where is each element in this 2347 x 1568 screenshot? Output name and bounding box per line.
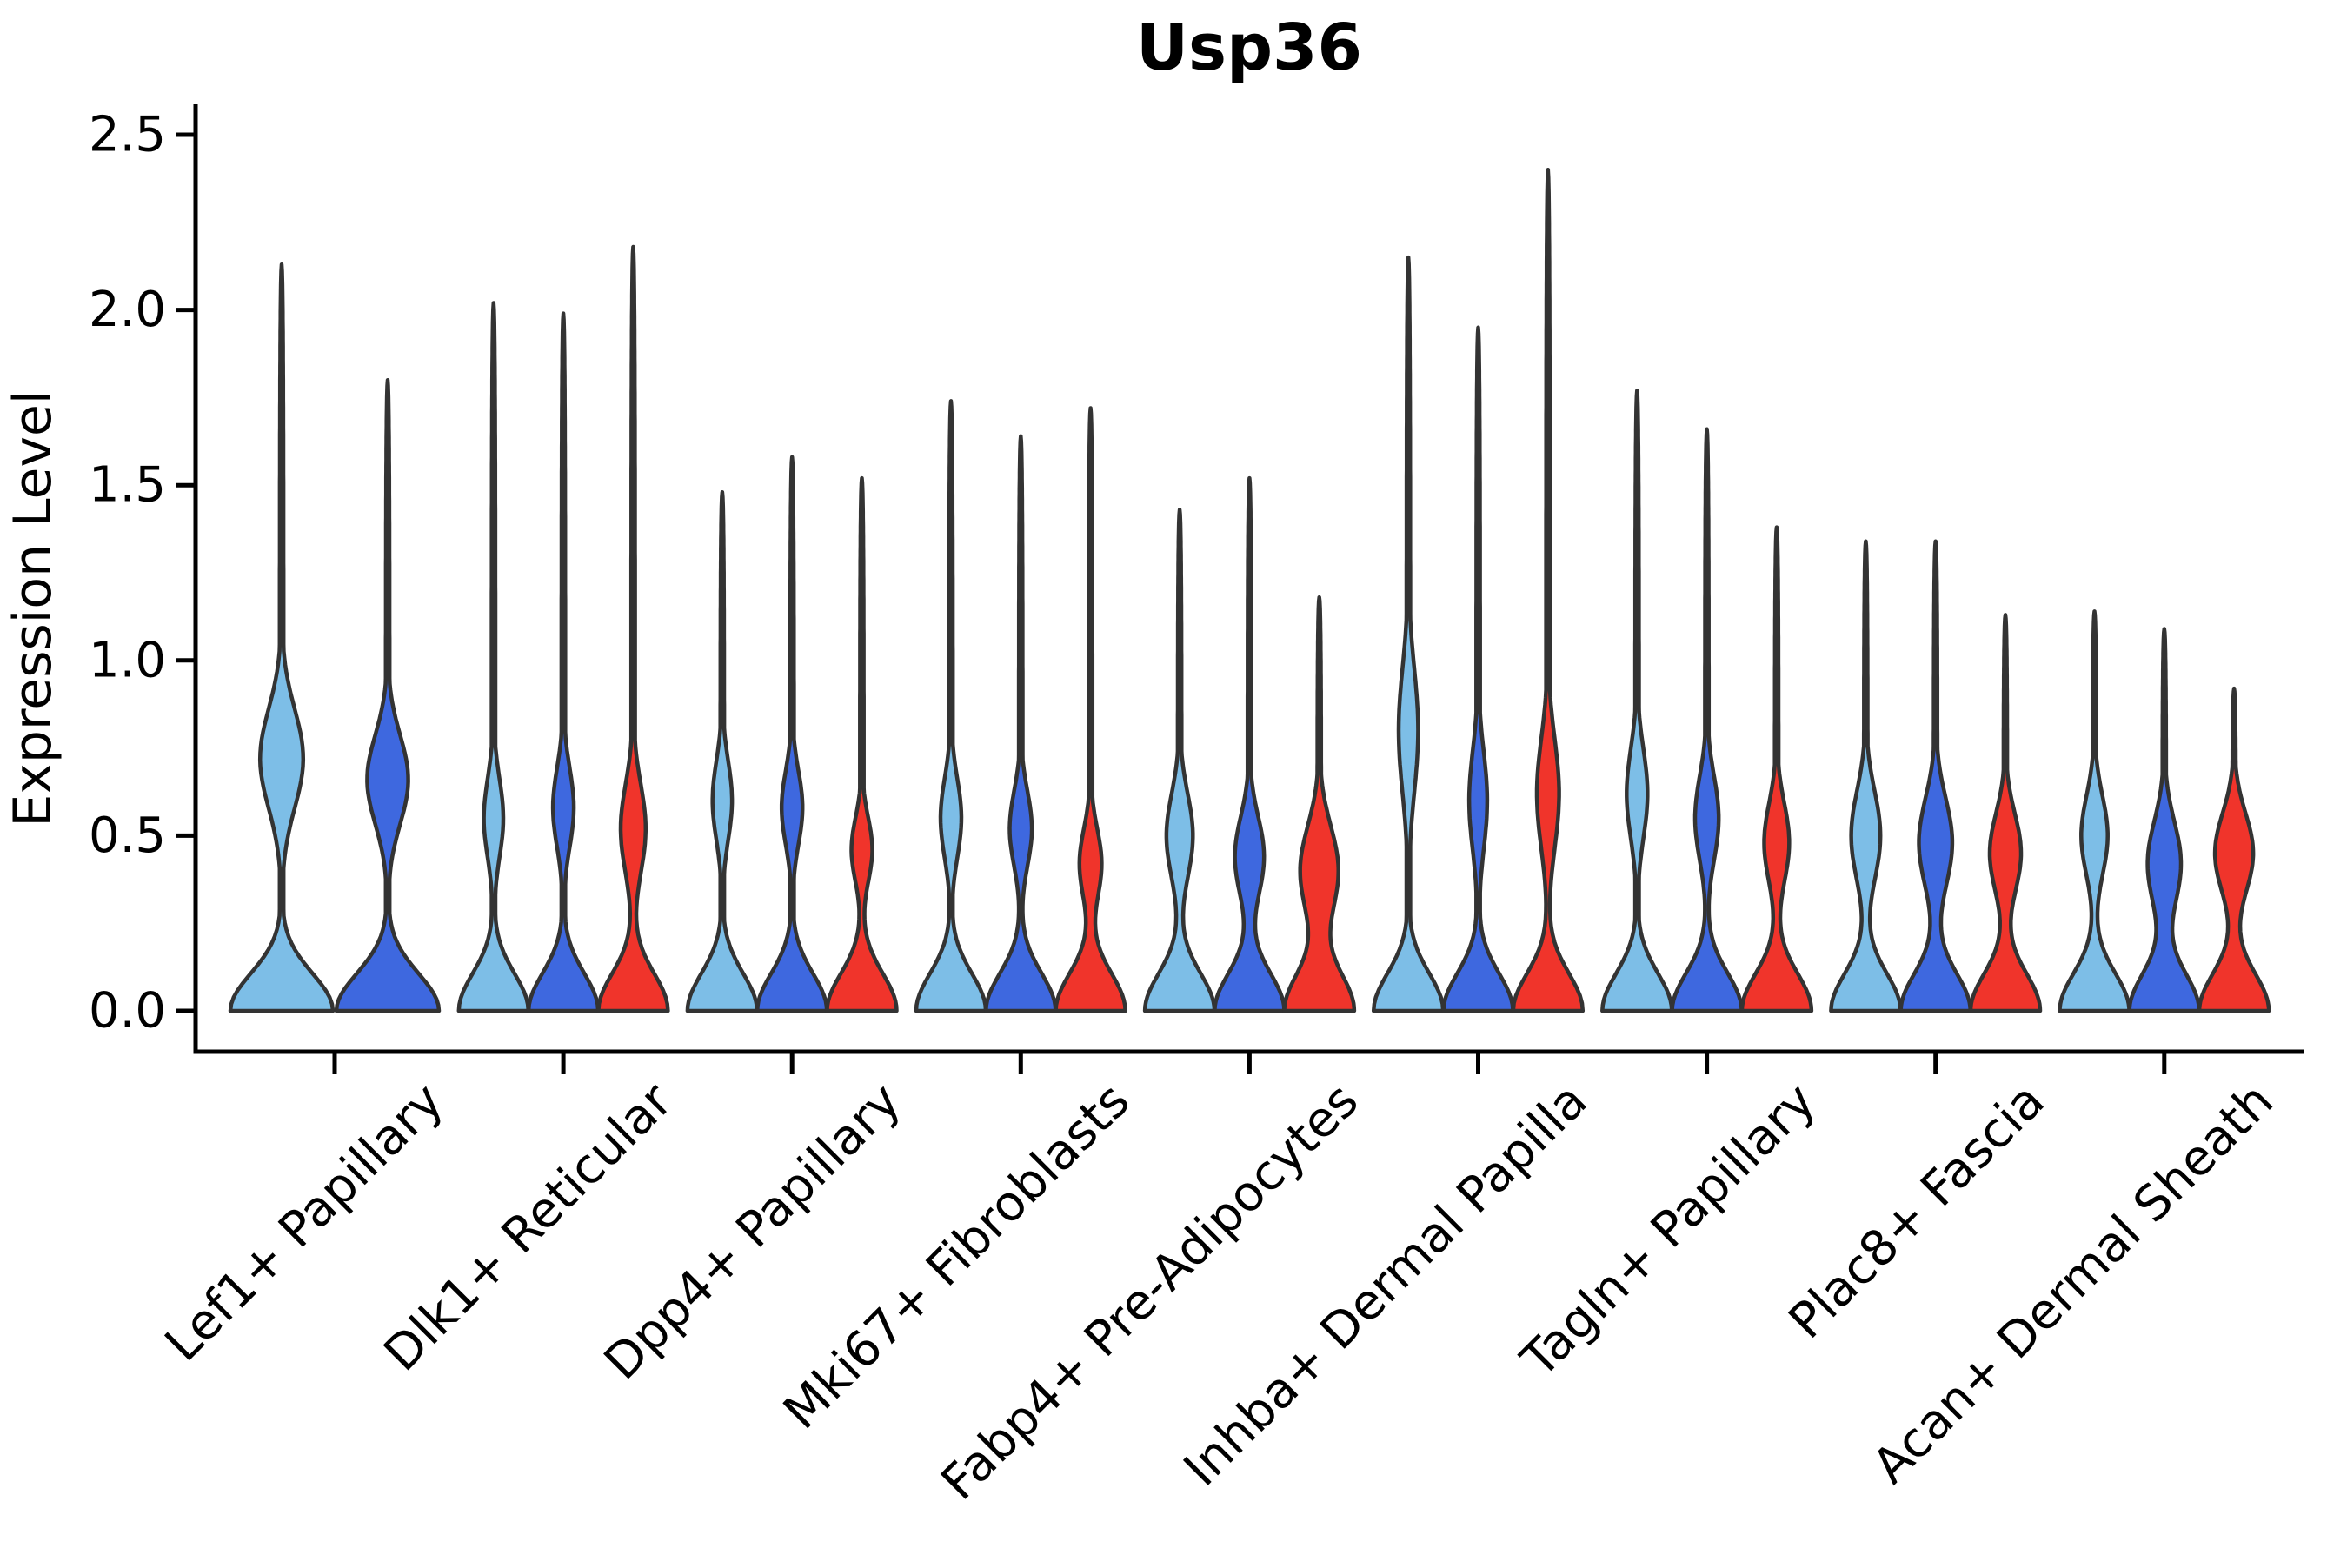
violin-dpp4-papillary-light-blue (685, 490, 760, 1013)
y-tick-label: 1.0 (89, 632, 166, 688)
violin-dpp4-papillary-red (825, 475, 899, 1013)
violin-inhba-dermal-papilla-light-blue (1371, 255, 1446, 1013)
violin-fabp4-pre-adipocytes-red (1282, 595, 1357, 1013)
violin-mki67-fibroblasts-light-blue (914, 399, 988, 1013)
y-axis-label: Expression Level (3, 389, 63, 827)
violin-tagln-papillary-light-blue (1600, 389, 1674, 1013)
violin-dlk1-reticular-light-blue (456, 301, 531, 1013)
violin-plac8-fascia-light-blue (1829, 539, 1903, 1013)
y-tick-label: 2.5 (89, 107, 166, 163)
violin-acan-dermal-sheath-dark-blue (2127, 627, 2202, 1013)
violin-dlk1-reticular-red (596, 244, 670, 1013)
x-tick-label-fabp4-pre-adipocytes: Fabp4+ Pre-Adipocytes (931, 1073, 1370, 1512)
violin-inhba-dermal-papilla-red (1511, 168, 1586, 1013)
violin-group-fabp4-pre-adipocytes (1142, 475, 1357, 1013)
y-tick-label: 0.0 (89, 983, 166, 1040)
violin-acan-dermal-sheath-light-blue (2058, 609, 2131, 1013)
violin-fabp4-pre-adipocytes-light-blue (1142, 508, 1217, 1013)
violin-dlk1-reticular-dark-blue (526, 311, 601, 1013)
violin-dpp4-papillary-dark-blue (755, 455, 829, 1013)
violin-mki67-fibroblasts-red (1054, 406, 1127, 1013)
violin-lef1-papillary-dark-blue (334, 377, 442, 1013)
violin-group-plac8-fascia (1829, 539, 2043, 1013)
violin-inhba-dermal-papilla-dark-blue (1441, 325, 1515, 1013)
violin-group-acan-dermal-sheath (2058, 609, 2271, 1013)
violin-plac8-fascia-red (1968, 613, 2043, 1013)
y-tick-label: 1.5 (89, 457, 166, 514)
y-tick-label: 2.0 (89, 282, 166, 338)
violin-group-inhba-dermal-papilla (1371, 168, 1586, 1013)
violin-mki67-fibroblasts-dark-blue (984, 434, 1058, 1013)
x-tick-label-inhba-dermal-papilla: Inhba+ Dermal Papilla (1174, 1073, 1599, 1498)
violins-layer (228, 168, 2271, 1013)
axis-spines (193, 104, 2304, 1054)
violin-lef1-papillary-light-blue (228, 262, 336, 1013)
violin-fabp4-pre-adipocytes-dark-blue (1213, 475, 1287, 1013)
y-tick-label: 0.5 (89, 807, 166, 864)
violin-group-lef1-papillary (228, 262, 442, 1013)
violin-acan-dermal-sheath-red (2197, 686, 2271, 1013)
x-tick-label-acan-dermal-sheath: Acan+ Dermal Sheath (1862, 1073, 2284, 1495)
violin-plac8-fascia-dark-blue (1898, 539, 1972, 1013)
violin-group-mki67-fibroblasts (914, 399, 1127, 1013)
chart-title: Usp36 (1136, 10, 1362, 85)
violin-tagln-papillary-red (1739, 525, 1814, 1013)
violin-group-tagln-papillary (1600, 389, 1814, 1013)
violin-group-dpp4-papillary (685, 455, 899, 1013)
violin-group-dlk1-reticular (456, 244, 670, 1013)
violin-tagln-papillary-dark-blue (1670, 427, 1744, 1013)
